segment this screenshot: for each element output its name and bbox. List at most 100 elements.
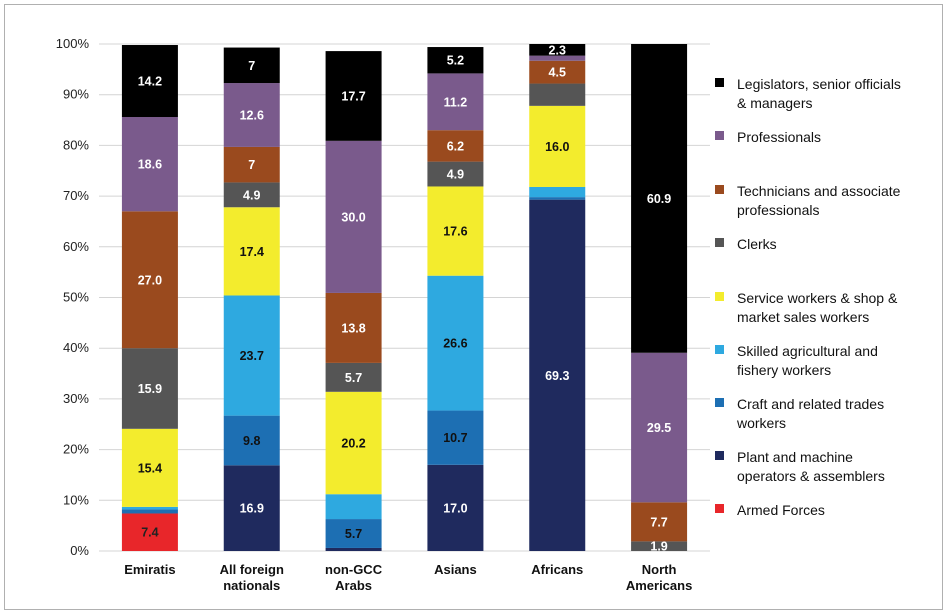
data-label: 2.3 (549, 43, 566, 57)
bar-segment (427, 161, 484, 187)
data-label: 11.2 (444, 95, 468, 109)
bar-segment (121, 117, 178, 212)
data-label: 26.6 (443, 337, 467, 351)
bar-segment (121, 509, 178, 514)
bar-segment (223, 465, 280, 551)
legend-label: Craft and related trades (737, 396, 884, 412)
data-label: 16.9 (240, 502, 264, 516)
legend-item: Technicians and associate professionals (715, 183, 901, 218)
y-tick-label: 0% (70, 543, 89, 558)
bar-segment (325, 391, 382, 495)
bar-segment (223, 207, 280, 296)
legend-label: Professionals (737, 129, 821, 145)
y-axis: 0% 10% 20% 30% 40% 50% 60% 70% 80% 90% 100% (56, 36, 90, 558)
bar-segment (121, 211, 178, 349)
bar-segment (223, 415, 280, 466)
y-tick-label: 30% (63, 391, 89, 406)
bar-segment (121, 348, 178, 429)
bar-segment (529, 60, 586, 84)
data-label: 15.9 (138, 382, 162, 396)
legend-swatch (715, 504, 724, 513)
data-label: 14.2 (138, 75, 162, 89)
data-label: 13.8 (341, 321, 365, 335)
data-label: 7 (248, 59, 255, 73)
x-category-label: nationals (223, 578, 280, 593)
legend-item: Armed Forces (715, 502, 825, 518)
legend-swatch (715, 398, 724, 407)
data-label: 6.2 (447, 139, 464, 153)
bar-segment (529, 197, 586, 200)
y-tick-label: 80% (63, 137, 89, 152)
x-category-label: non-GCC (325, 562, 383, 577)
bar-segment (121, 45, 178, 118)
bar-segment (427, 130, 484, 162)
bar-segment (427, 47, 484, 74)
data-label: 7 (248, 158, 255, 172)
bar-segment (325, 494, 382, 520)
data-label: 4.9 (447, 168, 464, 182)
data-label: 17.6 (443, 225, 467, 239)
data-label: 18.6 (138, 158, 162, 172)
data-label: 5.7 (345, 371, 362, 385)
data-label: 29.5 (647, 421, 671, 435)
bar-segment (427, 464, 484, 551)
bar-segment (631, 44, 688, 353)
y-tick-label: 40% (63, 340, 89, 355)
bar-segment (121, 428, 178, 507)
data-label: 5.2 (447, 54, 464, 68)
data-label: 27.0 (138, 273, 162, 287)
legend-label: Legislators, senior officials (737, 76, 901, 92)
legend-label: professionals (737, 202, 820, 218)
legend-swatch (715, 238, 724, 247)
legend-label: market sales workers (737, 309, 869, 325)
legend-swatch (715, 185, 724, 194)
data-label: 9.8 (243, 434, 260, 448)
data-label: 4.5 (549, 66, 566, 80)
data-label: 1.9 (650, 540, 667, 554)
data-label: 12.6 (240, 108, 264, 122)
data-label: 23.7 (240, 349, 264, 363)
bars: 7.4 15.4 15.9 27.0 18.6 14.2 16.9 9.8 23.7 17.4 4.… (121, 43, 688, 554)
legend-item: Service workers & shop & market sales wor… (715, 290, 898, 325)
bar-segment (529, 44, 586, 56)
data-label: 15.4 (138, 461, 162, 475)
bar-segment (223, 295, 280, 416)
legend-item: Legislators, senior officials & managers (715, 76, 901, 111)
data-label: 69.3 (545, 369, 569, 383)
legend-label: Skilled agricultural and (737, 343, 878, 359)
legend-label: Plant and machine (737, 449, 853, 465)
bar-segment (325, 362, 382, 392)
bar-segment (325, 547, 382, 551)
legend: Legislators, senior officials & managers P… (715, 76, 901, 518)
legend-swatch (715, 131, 724, 140)
data-label: 10.7 (443, 431, 467, 445)
legend-label: & managers (737, 95, 812, 111)
x-category-label: Emiratis (124, 562, 175, 577)
bar-segment (529, 186, 586, 198)
y-tick-label: 100% (56, 36, 90, 51)
legend-item: Professionals (715, 129, 821, 145)
legend-label: Clerks (737, 236, 777, 252)
bar-segment (121, 513, 178, 551)
y-tick-label: 10% (63, 492, 89, 507)
data-label: 17.0 (443, 501, 467, 515)
bar-segment (631, 502, 688, 542)
legend-label: Technicians and associate (737, 183, 901, 199)
bar-segment (223, 83, 280, 147)
data-label: 20.2 (341, 437, 365, 451)
bar-segment (529, 199, 586, 552)
x-category-label: Americans (626, 578, 692, 593)
x-category-label: Africans (531, 562, 583, 577)
x-category-label: Asians (434, 562, 477, 577)
legend-swatch (715, 78, 724, 87)
legend-label: fishery workers (737, 362, 831, 378)
bar-segment (529, 105, 586, 187)
bar-segment (427, 410, 484, 465)
bar-segment (427, 73, 484, 131)
legend-item: Craft and related trades workers (715, 396, 884, 431)
bar-segment (631, 541, 688, 551)
chart-frame: 0% 10% 20% 30% 40% 50% 60% 70% 80% 90% 100% 7.4 15.… (4, 4, 943, 610)
data-label: 17.4 (240, 245, 264, 259)
stacked-bar-chart: 0% 10% 20% 30% 40% 50% 60% 70% 80% 90% 100% 7.4 15.… (56, 36, 901, 593)
